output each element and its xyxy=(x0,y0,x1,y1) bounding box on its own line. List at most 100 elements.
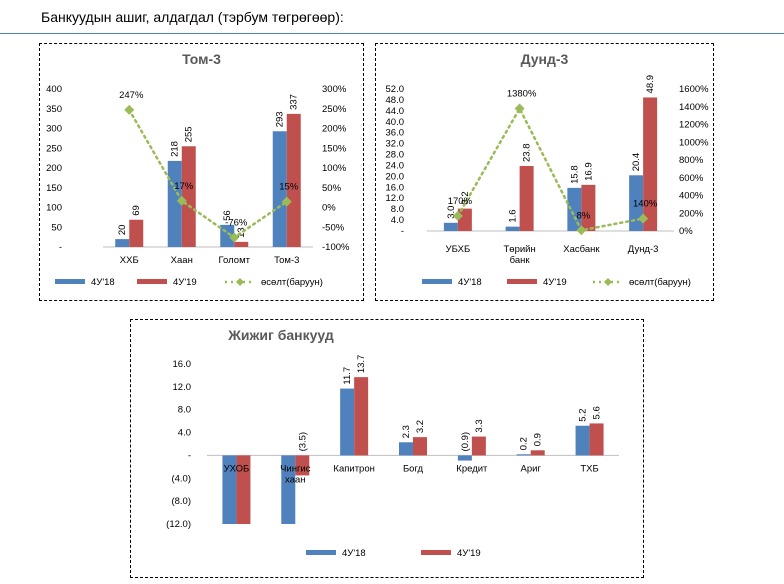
data-label: 1.6 xyxy=(508,209,519,222)
growth-label: 140% xyxy=(633,199,658,210)
category-label: Ариг xyxy=(521,463,542,474)
category-label: ТХБ xyxy=(580,463,598,474)
y2-tick-label: 150% xyxy=(322,143,347,154)
category-label: Төрийн банк xyxy=(504,244,536,266)
y2-tick-label: 200% xyxy=(322,124,347,135)
bar-4u19 xyxy=(236,455,251,524)
bar-4u19 xyxy=(413,437,427,456)
bar-4u19 xyxy=(589,423,604,456)
growth-marker xyxy=(124,104,135,115)
growth-label: 1380% xyxy=(507,89,537,100)
y2-tick-label: 300% xyxy=(322,84,347,95)
data-label: 8.2 xyxy=(460,191,471,204)
chart-title: Жижиг банкууд xyxy=(227,327,334,343)
bar-4u19 xyxy=(457,208,472,231)
chart-title: Том-3 xyxy=(182,51,221,67)
y-tick-label: 16.0 xyxy=(386,182,405,193)
bar-4u18 xyxy=(115,239,130,247)
y-tick-label: 28.0 xyxy=(386,150,405,161)
data-label: 0.2 xyxy=(519,437,530,450)
data-label: 3.2 xyxy=(415,420,426,433)
y2-tick-label: 600% xyxy=(679,173,704,184)
chart-mid3: Дунд-3 -4.08.012.016.020.024.028.032.036.… xyxy=(386,51,710,288)
category-label: Капитрон xyxy=(333,463,374,474)
y-tick-label: - xyxy=(59,242,62,253)
y-tick-label: 52.0 xyxy=(386,84,405,95)
data-label: 48.9 xyxy=(645,75,656,94)
data-label: 23.8 xyxy=(522,144,533,163)
legend-label: 4У'18 xyxy=(342,548,366,559)
bar-4u18 xyxy=(457,455,472,461)
category-label: Дунд-3 xyxy=(628,244,659,255)
bar-4u19 xyxy=(530,450,545,456)
data-label: 5.6 xyxy=(592,406,603,419)
y2-tick-label: 1600% xyxy=(679,84,709,95)
growth-marker xyxy=(176,195,187,206)
data-label: 218 xyxy=(170,141,181,157)
category-label: УБХБ xyxy=(446,244,471,255)
bar-4u18 xyxy=(222,455,237,524)
y2-tick-label: 0% xyxy=(322,203,336,214)
data-label: 5.2 xyxy=(578,408,589,421)
legend-label: 4У'19 xyxy=(173,277,197,288)
growth-marker xyxy=(452,210,463,221)
y2-tick-label: 400% xyxy=(679,191,704,202)
y-tick-label: - xyxy=(401,226,404,237)
growth-label: 8% xyxy=(577,210,591,221)
category-label: Кредит xyxy=(456,463,488,474)
y2-tick-label: 200% xyxy=(679,208,704,219)
bar-4u19 xyxy=(181,146,196,247)
y-tick-label: 400 xyxy=(46,84,62,95)
bar-4u19 xyxy=(643,97,658,231)
growth-line xyxy=(456,105,645,232)
chart-panel-small: Жижиг банкууд (12.0) (8.0) (4.0) - 4.0 8.0 12.0… xyxy=(130,319,644,578)
y-tick-label: 36.0 xyxy=(386,128,405,139)
y-tick-label: 40.0 xyxy=(386,117,405,128)
bar-4u18 xyxy=(272,131,287,247)
y-tick-label: 8.0 xyxy=(391,204,404,215)
growth-label: 15% xyxy=(279,182,299,193)
bar-4u18 xyxy=(281,455,296,524)
bar-4u18 xyxy=(443,222,458,231)
y-tick-label: 100 xyxy=(46,203,62,214)
y-tick-label: 32.0 xyxy=(386,139,405,150)
bar-4u19 xyxy=(354,377,369,456)
y-tick-label: (8.0) xyxy=(171,496,191,507)
growth-line xyxy=(128,108,288,240)
y-tick-label: 20.0 xyxy=(386,171,405,182)
data-label: 11.7 xyxy=(342,367,353,385)
legend-label: өсөлт(баруун) xyxy=(261,277,323,288)
legend-swatch xyxy=(306,550,336,555)
legend-swatch xyxy=(137,279,167,284)
y2-tick-label: 1200% xyxy=(679,120,709,131)
legend-marker xyxy=(236,278,244,286)
data-label: 255 xyxy=(184,126,195,142)
growth-marker xyxy=(576,225,587,236)
chart-title: Дунд-3 xyxy=(521,51,569,67)
growth-label: 170% xyxy=(448,196,473,207)
legend-swatch xyxy=(421,550,451,555)
bar-4u19 xyxy=(234,241,249,247)
legend-swatch xyxy=(422,279,452,284)
data-label: 15.8 xyxy=(569,165,580,184)
category-label: Голомт xyxy=(219,255,251,266)
chart-small-banks: Жижиг банкууд (12.0) (8.0) (4.0) - 4.0 8.0 12.0… xyxy=(166,327,619,559)
page-heading: Банкуудын ашиг, алдагдал (тэрбум төгрөгө… xyxy=(41,9,344,25)
data-label: 16.9 xyxy=(583,162,594,181)
legend-label: 4У'19 xyxy=(543,277,567,288)
y2-tick-label: 1400% xyxy=(679,102,709,113)
y2-tick-label: -100% xyxy=(322,242,350,253)
growth-label: -76% xyxy=(225,218,248,229)
legend-label: 4У'18 xyxy=(458,277,482,288)
y-tick-label: 44.0 xyxy=(386,106,405,117)
y-tick-label: (4.0) xyxy=(171,473,191,484)
data-label: (3.5) xyxy=(297,432,308,452)
data-label: 0.9 xyxy=(533,433,544,446)
bar-4u19 xyxy=(519,166,534,231)
growth-label: 247% xyxy=(119,90,144,101)
legend-label: өсөлт(баруун) xyxy=(629,277,691,288)
category-label: Хасбанк xyxy=(563,244,600,255)
y-tick-label: 300 xyxy=(46,124,62,135)
y-tick-label: 4.0 xyxy=(178,428,191,439)
data-label: 293 xyxy=(275,111,286,127)
